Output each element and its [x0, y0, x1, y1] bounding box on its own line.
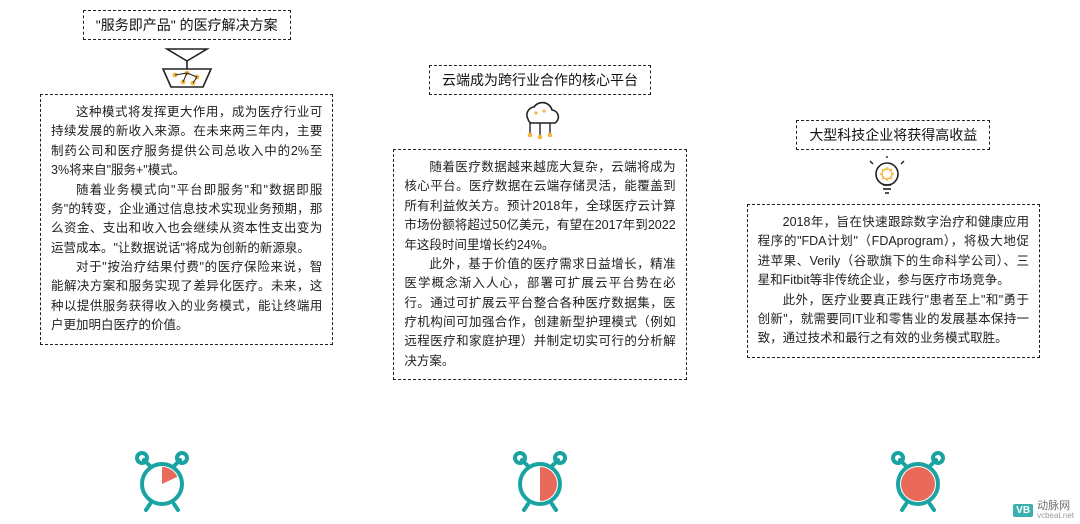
clock-row	[0, 448, 1080, 512]
paragraph: 这种模式将发挥更大作用，成为医疗行业可持续发展的新收入来源。在未来两三年内，主要…	[51, 103, 322, 181]
projector-nodes-icon	[157, 46, 217, 90]
watermark-badge: VB	[1013, 504, 1033, 517]
column-title: 云端成为跨行业合作的核心平台	[429, 65, 651, 95]
column-title: "服务即产品" 的医疗解决方案	[83, 10, 291, 40]
columns-container: "服务即产品" 的医疗解决方案 这种模式将发挥更大作用，成为医疗行业可持续发展的…	[0, 0, 1080, 380]
column-body: 2018年，旨在快速跟踪数字治疗和健康应用程序的"FDA计划"（FDAprogr…	[747, 204, 1040, 358]
column-body: 随着医疗数据越来越庞大复杂，云端将成为核心平台。医疗数据在云端存储灵活，能覆盖到…	[393, 149, 686, 380]
column-title: 大型科技企业将获得高收益	[796, 120, 990, 150]
paragraph: 随着医疗数据越来越庞大复杂，云端将成为核心平台。医疗数据在云端存储灵活，能覆盖到…	[404, 158, 675, 255]
paragraph: 此外，基于价值的医疗需求日益增长，精准医学概念渐入人心，部署可扩展云平台势在必行…	[404, 255, 675, 371]
paragraph: 此外，医疗业要真正践行"患者至上"和"勇于创新"，就需要同IT业和零售业的发展基…	[758, 291, 1029, 349]
clock-icon	[508, 448, 572, 512]
watermark-url: vcbeat.net	[1037, 512, 1074, 520]
column-2: 大型科技企业将获得高收益	[747, 120, 1040, 358]
paragraph: 随着业务模式向"平台即服务"和"数据即服务"的转变，企业通过信息技术实现业务预期…	[51, 181, 322, 259]
lightbulb-gear-icon	[865, 156, 921, 200]
column-1: 云端成为跨行业合作的核心平台 随着医疗数据越来越庞大复杂，云端将成为核心平台。医…	[393, 65, 686, 380]
column-body: 这种模式将发挥更大作用，成为医疗行业可持续发展的新收入来源。在未来两三年内，主要…	[40, 94, 333, 345]
column-0: "服务即产品" 的医疗解决方案 这种模式将发挥更大作用，成为医疗行业可持续发展的…	[40, 10, 333, 345]
watermark: VB 动脉网 vcbeat.net	[1013, 501, 1074, 520]
clock-icon	[886, 448, 950, 512]
clock-icon	[130, 448, 194, 512]
paragraph: 2018年，旨在快速跟踪数字治疗和健康应用程序的"FDA计划"（FDAprogr…	[758, 213, 1029, 291]
cloud-network-icon	[510, 101, 570, 145]
paragraph: 对于"按治疗结果付费"的医疗保险来说，智能解决方案和服务实现了差异化医疗。未来，…	[51, 258, 322, 336]
